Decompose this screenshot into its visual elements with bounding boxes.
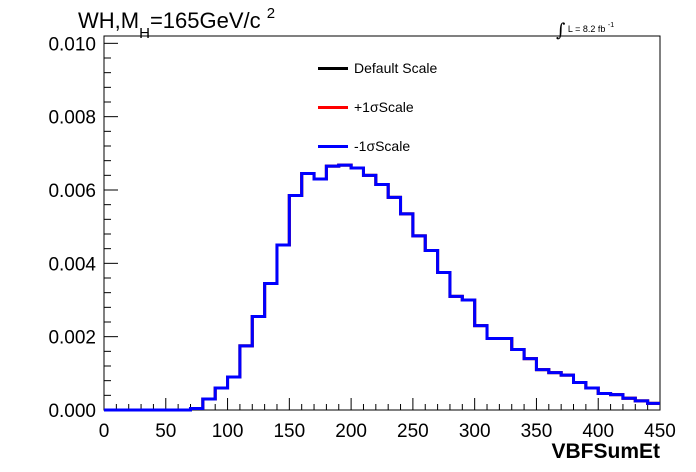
title-superscript: 2 (266, 5, 276, 22)
integral-icon: ∫ (556, 20, 566, 41)
series-line-1 (104, 163, 660, 412)
x-tick-label: 250 (397, 421, 429, 442)
title-subscript: H (139, 25, 150, 42)
legend: Default Scale +1σScale -1σScale (318, 58, 437, 175)
x-tick-label: 300 (459, 421, 491, 442)
y-tick-label: 0.010 (48, 34, 96, 55)
x-tick-label: 100 (212, 421, 244, 442)
legend-label-plus: +1σScale (354, 99, 414, 115)
x-tick-label: 200 (335, 421, 367, 442)
legend-label-default: Default Scale (354, 60, 438, 76)
y-tick-label: 0.000 (48, 401, 96, 422)
y-tick-label: 0.006 (48, 181, 96, 202)
x-tick-label: 150 (273, 421, 305, 442)
x-tick-label: 50 (155, 421, 176, 442)
x-axis: 0 50 100 150 200 250 300 350 400 450 (99, 398, 676, 442)
lumi-value: L = 8.2 fb (567, 24, 606, 34)
title-rest: =165GeV/c (149, 8, 261, 33)
chart-title: WH,MH=165GeV/c 2 (78, 5, 276, 42)
legend-swatch-plus (318, 105, 348, 109)
x-tick-label: 350 (521, 421, 553, 442)
series-line-2 (104, 163, 660, 412)
legend-entry-default: Default Scale (318, 58, 437, 78)
series-line-0 (104, 163, 660, 412)
legend-entry-plus: +1σScale (318, 97, 437, 117)
x-axis-title: VBFSumEt (551, 440, 660, 463)
legend-entry-minus: -1σScale (318, 136, 437, 156)
y-tick-label: 0.004 (48, 254, 96, 275)
y-axis: 0.000 0.002 0.004 0.006 0.008 0.010 (48, 34, 118, 422)
y-tick-label: 0.008 (48, 108, 96, 129)
series-group (104, 163, 660, 412)
lumi-superscript: -1 (607, 22, 615, 29)
legend-label-minus: -1σScale (354, 138, 411, 154)
legend-swatch-default (318, 66, 348, 70)
title-main: WH,M (78, 8, 140, 33)
x-tick-label: 450 (644, 421, 676, 442)
plot-frame (103, 35, 661, 411)
y-tick-label: 0.002 (48, 328, 96, 349)
legend-swatch-minus (318, 144, 348, 148)
x-tick-label: 0 (99, 421, 110, 442)
luminosity-label: ∫ L = 8.2 fb -1 (556, 16, 615, 41)
x-tick-label: 400 (582, 421, 614, 442)
